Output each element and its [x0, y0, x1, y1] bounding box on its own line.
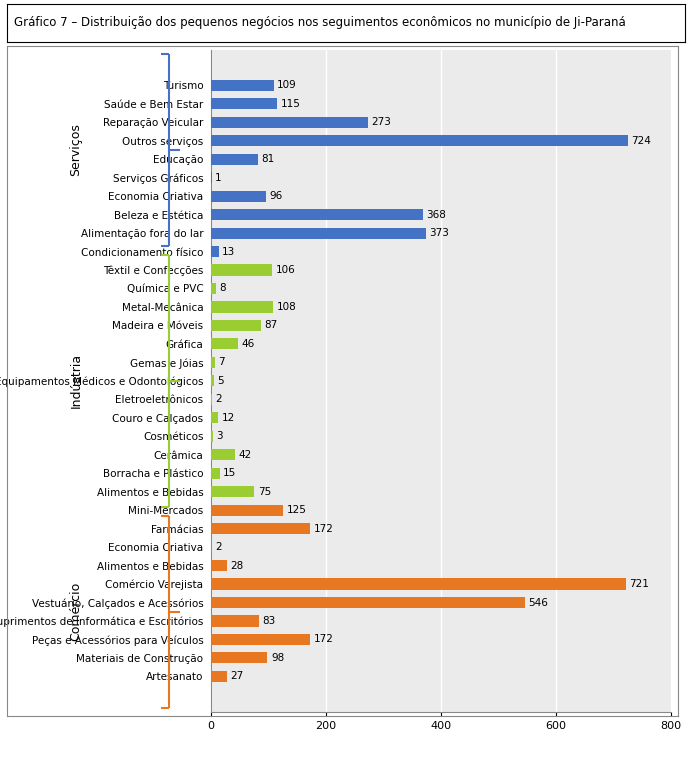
Text: 28: 28: [230, 561, 244, 571]
Text: 75: 75: [257, 487, 271, 497]
Text: 115: 115: [281, 99, 300, 108]
Bar: [211, 523, 310, 534]
Bar: [211, 578, 626, 590]
Bar: [211, 117, 368, 128]
Text: 7: 7: [219, 358, 225, 367]
Text: Comércio: Comércio: [69, 582, 82, 641]
Text: 46: 46: [241, 339, 254, 349]
Bar: [211, 597, 525, 608]
Bar: [211, 468, 219, 479]
Bar: [211, 634, 310, 645]
Text: 81: 81: [261, 154, 274, 164]
Text: 98: 98: [271, 653, 284, 663]
Text: 273: 273: [372, 117, 392, 128]
Text: 373: 373: [429, 228, 449, 238]
Text: 172: 172: [313, 634, 334, 645]
Text: 87: 87: [264, 320, 277, 331]
Text: 3: 3: [216, 431, 223, 442]
Text: 125: 125: [286, 505, 307, 515]
Bar: [211, 671, 226, 682]
Bar: [211, 135, 628, 146]
Text: Indústria: Indústria: [69, 353, 82, 409]
Bar: [211, 431, 212, 442]
Text: 724: 724: [631, 136, 651, 146]
Bar: [211, 320, 261, 331]
Text: 172: 172: [313, 523, 334, 533]
Bar: [211, 542, 212, 552]
Text: 106: 106: [275, 265, 295, 275]
Bar: [211, 486, 254, 497]
Text: 546: 546: [529, 597, 549, 607]
Bar: [211, 504, 283, 516]
Text: 83: 83: [262, 616, 275, 626]
Text: 12: 12: [221, 413, 235, 422]
Text: Gráfico 7 – Distribuição dos pequenos negócios nos seguimentos econômicos no mun: Gráfico 7 – Distribuição dos pequenos ne…: [14, 16, 626, 30]
Text: 2: 2: [216, 542, 222, 552]
Text: Serviços: Serviços: [69, 124, 82, 176]
Bar: [211, 449, 235, 460]
Bar: [211, 228, 426, 238]
Text: 13: 13: [222, 247, 235, 257]
Bar: [211, 357, 215, 368]
Bar: [211, 616, 259, 626]
Bar: [211, 375, 214, 387]
Bar: [211, 338, 237, 349]
Text: 5: 5: [217, 376, 224, 386]
Bar: [211, 99, 277, 109]
Text: 27: 27: [230, 672, 244, 681]
Text: 96: 96: [270, 191, 283, 201]
Bar: [211, 283, 216, 294]
Bar: [211, 246, 219, 257]
Bar: [211, 264, 272, 276]
Text: 1: 1: [215, 173, 221, 183]
Text: 721: 721: [629, 579, 649, 589]
Text: 109: 109: [277, 80, 297, 90]
Bar: [211, 393, 212, 405]
Text: 8: 8: [219, 283, 226, 293]
Text: 368: 368: [426, 209, 446, 219]
Text: 2: 2: [216, 394, 222, 404]
Bar: [211, 413, 218, 423]
Text: 15: 15: [223, 468, 237, 478]
Bar: [211, 190, 266, 202]
Bar: [211, 154, 257, 165]
Bar: [211, 652, 267, 663]
Bar: [211, 560, 227, 571]
Bar: [211, 209, 423, 220]
Text: 108: 108: [277, 302, 296, 312]
Text: 42: 42: [239, 450, 252, 460]
Bar: [211, 79, 274, 91]
Bar: [211, 302, 273, 312]
